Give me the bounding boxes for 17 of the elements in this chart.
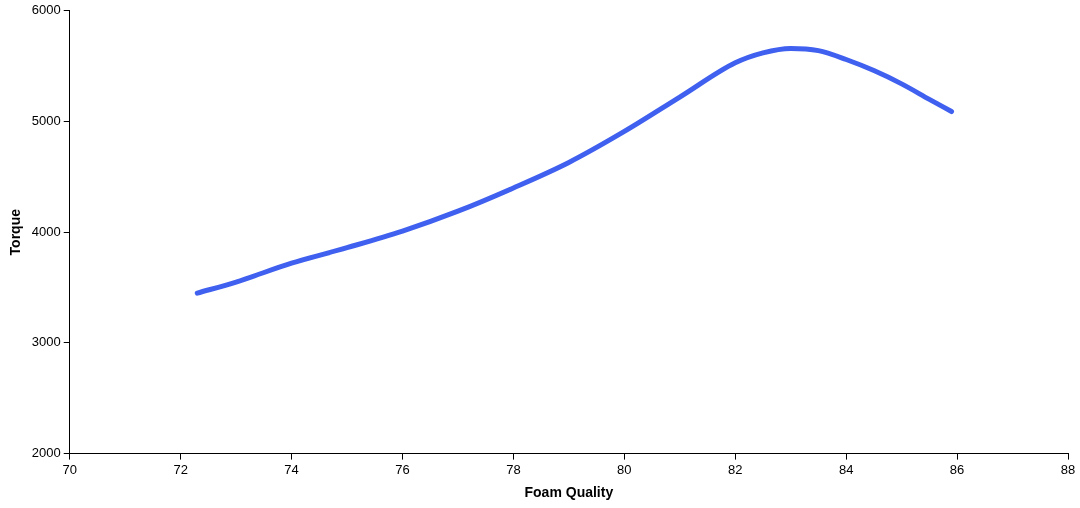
x-tick-label: 72: [173, 461, 188, 477]
x-tick-label: 78: [506, 461, 521, 477]
x-axis-title: Foam Quality: [524, 484, 614, 501]
y-tick-label: 2000: [31, 445, 61, 461]
y-axis-title: Torque: [7, 208, 24, 256]
x-tick-label: 82: [728, 461, 743, 477]
x-tick-label: 84: [838, 461, 854, 477]
y-tick-label: 3000: [31, 334, 61, 350]
y-tick-label: 4000: [31, 223, 61, 239]
x-tick-label: 70: [62, 461, 77, 477]
x-tick-label: 80: [617, 461, 632, 477]
x-tick-label: 74: [284, 461, 299, 477]
x-tick-label: 76: [395, 461, 410, 477]
y-tick-label: 5000: [31, 113, 61, 129]
x-tick-label: 86: [949, 461, 965, 477]
y-tick-label: 6000: [31, 2, 61, 18]
x-tick-label: 88: [1060, 461, 1076, 477]
